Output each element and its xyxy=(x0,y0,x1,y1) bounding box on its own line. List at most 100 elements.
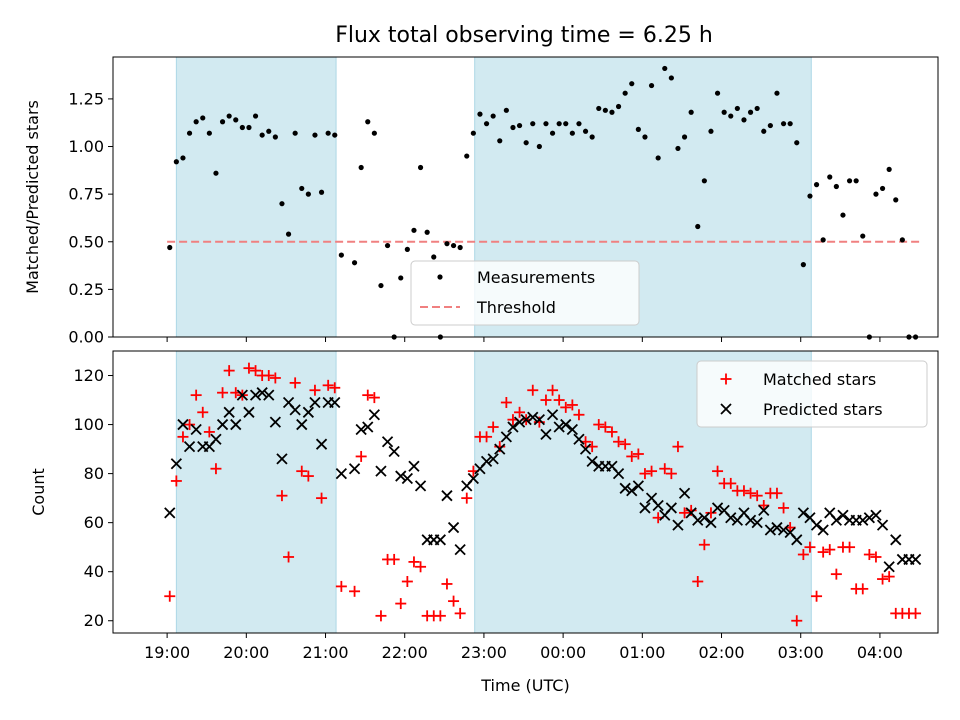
measurement-point xyxy=(635,126,641,132)
matched-star-point xyxy=(857,583,869,595)
x-tick-label: 03:00 xyxy=(778,643,824,662)
matched-star-point xyxy=(269,372,281,384)
measurement-point xyxy=(813,182,820,188)
measurement-point xyxy=(833,183,839,190)
matched-star-point xyxy=(692,576,704,588)
matched-star-point xyxy=(883,571,895,583)
predicted-star-point xyxy=(276,453,288,465)
measurement-point xyxy=(543,121,549,127)
threshold-legend-label: Threshold xyxy=(476,298,556,317)
x-tick-label: 23:00 xyxy=(461,643,507,662)
predicted-star-point xyxy=(315,438,328,450)
measurement-point xyxy=(582,128,589,134)
matched-star-point xyxy=(401,576,413,588)
measurement-point xyxy=(820,237,826,243)
matched-star-point xyxy=(745,487,757,499)
matched-star-point xyxy=(441,578,453,590)
x-tick-label: 00:00 xyxy=(540,643,586,662)
measurement-point xyxy=(721,109,727,115)
matched-star-point xyxy=(672,441,684,453)
x-tick-label: 04:00 xyxy=(857,643,903,662)
measurement-point xyxy=(384,242,391,249)
predicted-star-point xyxy=(494,443,506,455)
measurement-point xyxy=(734,105,740,112)
measurement-point xyxy=(860,233,866,239)
matched-star-point xyxy=(210,463,222,475)
measurement-point xyxy=(714,90,721,96)
matched-star-point xyxy=(243,362,255,374)
matched-star-point xyxy=(566,399,578,411)
predicted-star-point xyxy=(513,416,526,428)
predicted-star-point xyxy=(335,467,347,480)
measurement-point xyxy=(523,140,529,146)
predicted-star-point xyxy=(289,404,301,416)
predicted-star-point xyxy=(566,423,578,436)
measurement-point xyxy=(536,143,542,150)
measurement-point xyxy=(741,117,747,123)
measurement-point xyxy=(464,153,470,159)
predicted-star-point xyxy=(533,414,545,426)
predicted-star-point xyxy=(817,524,829,536)
matched-star-point xyxy=(712,465,724,477)
measurement-point xyxy=(371,130,377,136)
y-tick-label: 1.25 xyxy=(68,89,104,108)
bottom-shaded-intervals xyxy=(175,350,812,634)
predicted-star-point xyxy=(414,480,427,492)
matched-star-point xyxy=(863,549,875,561)
predicted-star-point xyxy=(573,433,585,445)
measurement-point xyxy=(332,132,338,138)
predicted-star-point xyxy=(230,418,242,431)
measurement-point xyxy=(675,145,681,152)
bottom-legend-box xyxy=(696,360,928,428)
bottom-y-axis-label: Count xyxy=(29,468,48,516)
predicted-star-point xyxy=(256,387,268,399)
predicted-star-point xyxy=(626,485,638,497)
legend-cross xyxy=(720,403,732,415)
predicted-star-point xyxy=(249,389,262,401)
matched-star-point xyxy=(395,598,407,610)
predicted-star-point xyxy=(216,418,229,431)
matched-star-point xyxy=(164,590,176,602)
predicted-stars-points xyxy=(164,387,922,573)
measurement-point xyxy=(219,119,226,125)
measurement-point xyxy=(213,170,219,176)
top-legend: Measurements Threshold xyxy=(410,260,640,326)
measurement-point xyxy=(312,132,318,138)
matched-star-point xyxy=(540,394,552,406)
measurement-point xyxy=(767,122,773,129)
measurement-point xyxy=(569,130,575,136)
measurement-point xyxy=(292,130,298,136)
predicted-star-point xyxy=(764,524,776,536)
measurement-point xyxy=(431,254,437,260)
predicted-star-point xyxy=(837,509,849,521)
predicted-star-point xyxy=(183,440,196,453)
matched-star-point xyxy=(362,389,374,401)
matched-star-point xyxy=(487,421,499,433)
measurement-point xyxy=(516,122,523,129)
measurement-point xyxy=(873,191,879,197)
measurement-point xyxy=(695,223,701,230)
predicted-star-point xyxy=(527,411,539,423)
bottom-y-ticks: 20 40 60 80 100 120 xyxy=(73,366,113,630)
predicted-star-point xyxy=(771,521,783,534)
y-tick-label: 80 xyxy=(84,464,104,483)
measurement-point xyxy=(378,282,384,289)
predicted-star-point xyxy=(480,455,493,467)
predicted-star-point xyxy=(665,502,677,514)
y-tick-label: 0.00 xyxy=(68,328,104,347)
top-x-ticks xyxy=(166,337,881,342)
predicted-star-point xyxy=(467,472,479,485)
measurement-point xyxy=(259,132,265,138)
matched-star-point xyxy=(646,465,658,477)
predicted-star-point xyxy=(830,514,842,526)
matched-star-point xyxy=(811,590,823,602)
matched-star-point xyxy=(830,568,842,580)
y-tick-label: 100 xyxy=(73,415,104,434)
matched-star-point xyxy=(481,431,493,443)
top-y-axis-label: Matched/Predicted stars xyxy=(23,100,42,294)
measurement-point xyxy=(629,81,635,87)
predicted-star-point xyxy=(348,463,361,475)
measurement-point xyxy=(299,185,305,192)
measurement-point xyxy=(490,113,496,119)
predicted-star-point xyxy=(553,421,565,433)
